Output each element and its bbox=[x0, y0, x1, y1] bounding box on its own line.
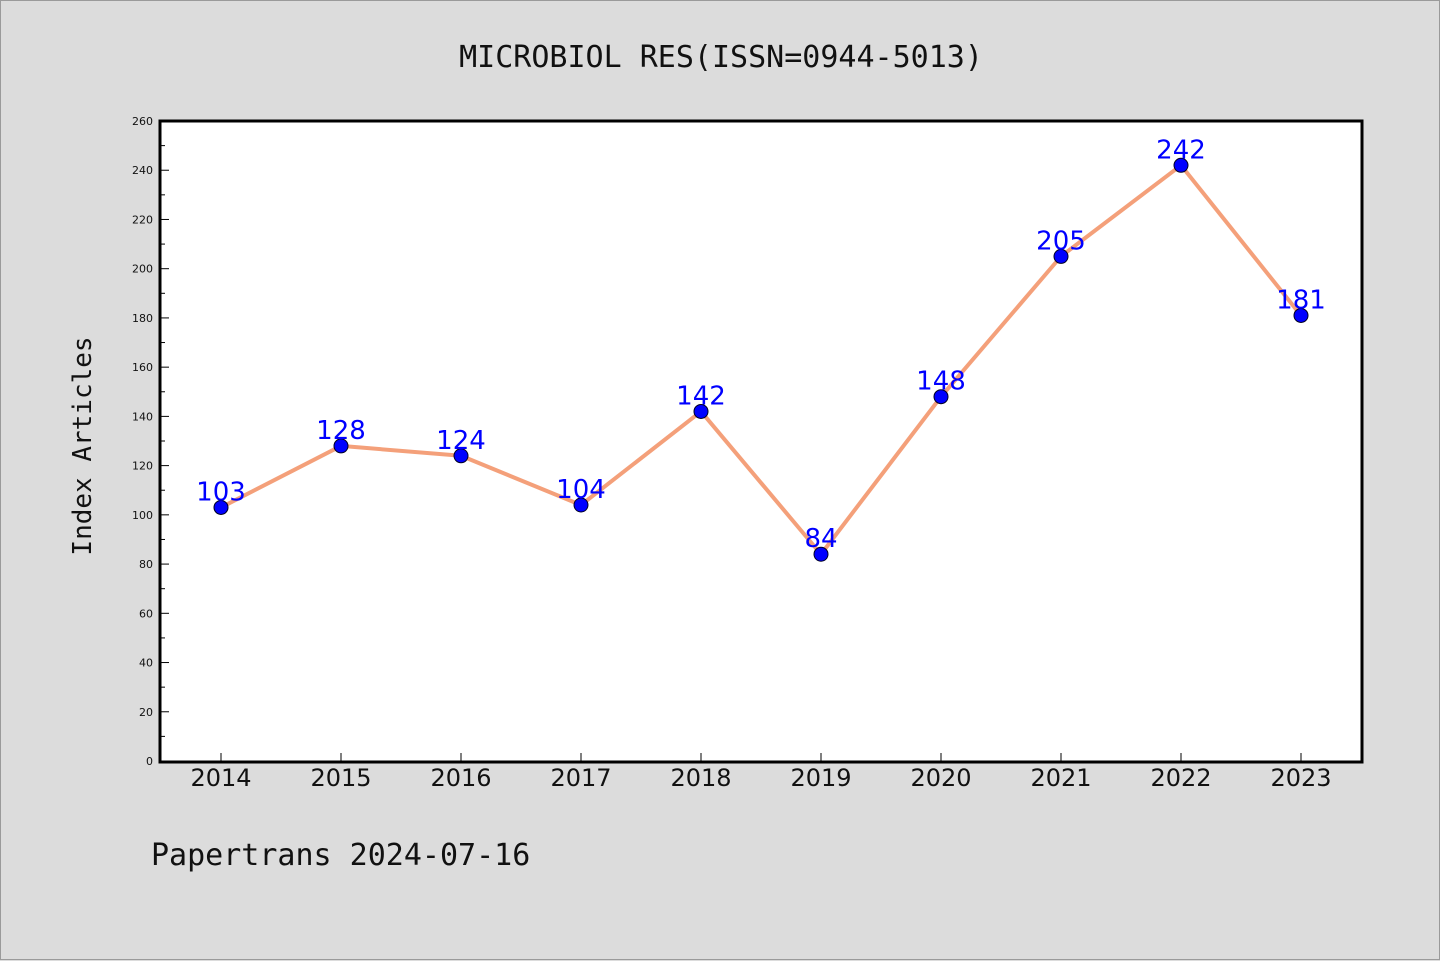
y-tick-label: 80 bbox=[139, 558, 153, 571]
y-tick-label: 40 bbox=[139, 657, 153, 670]
data-point bbox=[1053, 248, 1069, 264]
y-tick-label: 200 bbox=[132, 263, 153, 276]
data-point bbox=[213, 499, 229, 515]
x-tick-label: 2022 bbox=[1150, 764, 1211, 792]
y-tick-label: 100 bbox=[132, 509, 153, 522]
x-tick-label: 2021 bbox=[1030, 764, 1091, 792]
y-tick-label: 240 bbox=[132, 164, 153, 177]
data-point bbox=[573, 497, 589, 513]
data-label: 104 bbox=[556, 475, 606, 505]
plot-area bbox=[158, 119, 1364, 764]
data-label: 142 bbox=[676, 381, 726, 411]
x-tick-label: 2015 bbox=[310, 764, 371, 792]
x-tick-label: 2020 bbox=[910, 764, 971, 792]
data-markers bbox=[213, 157, 1309, 562]
data-label: 128 bbox=[316, 416, 366, 446]
y-tick-label: 120 bbox=[132, 460, 153, 473]
data-label: 103 bbox=[196, 477, 246, 507]
data-label: 242 bbox=[1156, 135, 1206, 165]
data-point bbox=[1293, 307, 1309, 323]
data-label: 84 bbox=[804, 524, 837, 554]
data-point bbox=[333, 438, 349, 454]
y-tick-label: 0 bbox=[146, 755, 153, 768]
data-labels: 103 128 124 104 142 84 148 205 242 181 bbox=[196, 135, 1326, 554]
y-tick-label: 180 bbox=[132, 312, 153, 325]
y-tick-label: 60 bbox=[139, 607, 153, 620]
data-label: 181 bbox=[1276, 285, 1326, 315]
data-point bbox=[933, 389, 949, 405]
data-label: 148 bbox=[916, 367, 966, 397]
y-tick-label: 260 bbox=[132, 115, 153, 128]
y-axis-label: Index Articles bbox=[68, 336, 98, 555]
x-tick-label: 2016 bbox=[430, 764, 491, 792]
x-axis: 2014 2015 2016 2017 2018 2019 2020 2021 2022 2023 bbox=[190, 753, 1332, 792]
data-point bbox=[813, 546, 829, 562]
data-point bbox=[1173, 157, 1189, 173]
x-tick-label: 2018 bbox=[670, 764, 731, 792]
series-line bbox=[220, 163, 1303, 557]
data-label: 205 bbox=[1036, 226, 1086, 256]
y-axis: 0 20 40 60 80 100 120 140 160 180 200 220 240 260 bbox=[132, 115, 169, 768]
x-tick-label: 2014 bbox=[190, 764, 251, 792]
data-label: 124 bbox=[436, 426, 486, 456]
y-tick-label: 20 bbox=[139, 706, 153, 719]
data-point bbox=[453, 448, 469, 464]
y-tick-label: 140 bbox=[132, 410, 153, 423]
y-tick-label: 220 bbox=[132, 213, 153, 226]
footer-stamp: Papertrans 2024-07-16 bbox=[151, 838, 530, 873]
x-tick-label: 2017 bbox=[550, 764, 611, 792]
data-point bbox=[693, 403, 709, 419]
y-tick-label: 160 bbox=[132, 361, 153, 374]
x-tick-label: 2023 bbox=[1270, 764, 1331, 792]
x-tick-label: 2019 bbox=[790, 764, 851, 792]
chart-title: MICROBIOL RES(ISSN=0944-5013) bbox=[459, 40, 983, 75]
series-line-group bbox=[220, 163, 1303, 557]
